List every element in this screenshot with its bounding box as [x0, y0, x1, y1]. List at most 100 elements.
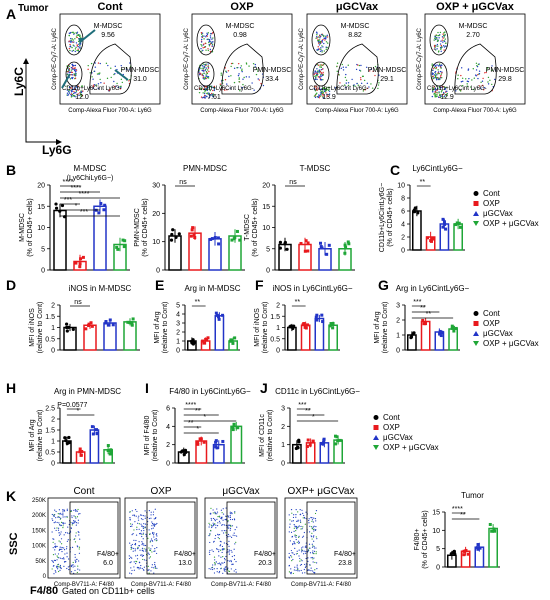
data-point [65, 325, 69, 330]
data-point [440, 330, 444, 334]
flow-dot [90, 62, 93, 65]
flow-dot [207, 69, 209, 71]
flow-dot [66, 508, 68, 510]
flow-dot [342, 66, 345, 68]
flow-dot [377, 84, 380, 86]
flow-dot [70, 39, 72, 42]
flow-dot [208, 40, 211, 42]
data-point [451, 550, 455, 555]
flow-dot [208, 534, 210, 537]
flow-dot [57, 556, 59, 558]
flow-dot [76, 49, 78, 52]
flow-dot [201, 50, 203, 52]
flow-dot [70, 31, 72, 34]
flow-dot [321, 50, 323, 52]
flow-dot [323, 35, 325, 37]
flow-dot [318, 95, 320, 97]
flow-dot [200, 47, 202, 50]
flow-dot [434, 74, 437, 77]
data-point [336, 439, 340, 443]
flow-dot [231, 551, 233, 553]
flow-dot [288, 531, 290, 533]
flow-dot [77, 93, 79, 95]
flow-dot [229, 87, 231, 89]
flow-dot [206, 32, 208, 34]
flow-dot [235, 571, 237, 573]
sig-label: **** [71, 185, 82, 192]
data-point [303, 249, 307, 253]
flow-dot [288, 571, 291, 573]
flow-dot [225, 568, 227, 570]
flow-dot [437, 34, 439, 37]
flow-dot [478, 70, 481, 72]
flow-dot [223, 561, 226, 563]
flow-dot [467, 69, 469, 71]
flow-dot [291, 556, 293, 558]
flow-dot [203, 72, 205, 74]
flow-dot [317, 70, 319, 72]
y-tick-label: 4 [401, 222, 405, 229]
flow-dot [207, 49, 210, 52]
flow-dot [290, 549, 292, 552]
flow-dot [434, 96, 436, 98]
flow-dot [216, 518, 218, 520]
flow-dot [148, 529, 150, 531]
flow-dot [220, 556, 222, 558]
flow-dot [487, 81, 489, 83]
pmn-label: PMN-MDSC [253, 67, 292, 74]
flow-dot [73, 64, 75, 67]
f480-footer: F4/80 [30, 585, 59, 597]
flow-dot [292, 516, 295, 519]
data-point [91, 432, 95, 436]
flow-dot [295, 526, 297, 528]
flow-dot [242, 78, 244, 80]
chart-title: CD11c in Ly6CintLy6G− [275, 387, 360, 396]
flow-dot [299, 509, 301, 511]
flow-dot [60, 524, 62, 527]
gate-value: 13.0 [178, 560, 192, 567]
flow-dot [156, 533, 158, 535]
data-point [89, 321, 93, 325]
data-point [106, 323, 110, 327]
flow-dot [57, 529, 60, 531]
flow-dot [290, 555, 292, 557]
flow-dot [232, 534, 234, 536]
flow-dot [476, 64, 478, 67]
flow-dot [70, 71, 73, 73]
flow-dot [300, 563, 303, 566]
flow-dot [461, 85, 464, 87]
flow-dot [487, 83, 490, 85]
data-point [488, 522, 492, 526]
flow-dot [97, 83, 100, 85]
flow-dot [77, 508, 79, 511]
flow-dot [293, 541, 295, 543]
flow-dot [154, 563, 156, 566]
flow-dot [217, 515, 219, 518]
flow-dot [61, 548, 63, 550]
data-point [294, 446, 298, 451]
flow-dot [212, 517, 215, 520]
flow-dot [218, 555, 220, 557]
flow-dot [316, 562, 318, 564]
flow-dot [66, 556, 68, 558]
data-point [192, 233, 196, 237]
f480-gate [146, 501, 196, 575]
data-point [306, 323, 310, 327]
flow-dot [321, 51, 323, 53]
flow-dot [79, 538, 81, 540]
flow-dot [74, 553, 76, 556]
data-point [319, 441, 323, 445]
flow-dot [76, 571, 78, 574]
flow-dot [475, 75, 477, 77]
flow-dot [206, 95, 208, 98]
flow-dot [52, 541, 54, 543]
flow-dot [462, 80, 464, 83]
panel-k-letter: K [6, 488, 17, 504]
flow-dot [365, 66, 368, 68]
data-point [217, 242, 221, 246]
flow-dot [359, 77, 362, 79]
data-point [128, 321, 132, 325]
flow-dot [308, 569, 310, 571]
flow-dot [96, 73, 99, 75]
